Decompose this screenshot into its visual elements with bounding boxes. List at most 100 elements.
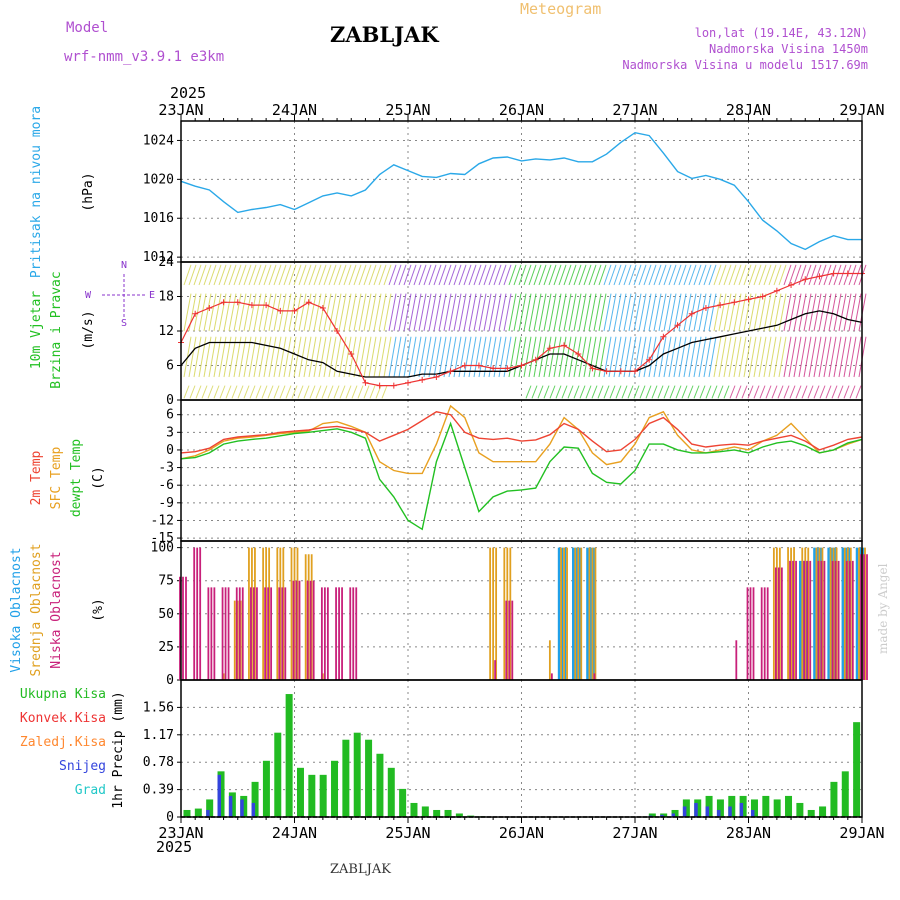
wind-barb [838,293,847,332]
gust-marker [504,365,511,372]
x-tick-label-top: 23JAN [158,101,203,119]
wind-barb [231,385,238,399]
wind-barb [413,293,422,332]
wind-barb [403,336,412,378]
wind-barb [443,336,452,378]
wind-barb [855,385,862,399]
wind-barb [328,293,337,332]
wind-barb [338,293,347,332]
wind-barb [771,385,778,399]
wind-barb [648,264,657,286]
wind-barb [428,293,437,332]
wind-barb [358,264,367,286]
wind-axis-label: 10m Vjetar [29,291,44,369]
gust-marker [646,356,653,363]
wind-barb [353,293,362,332]
wind-barb [748,293,757,332]
wind-barb [698,336,707,378]
dewpoint-label: dewpt Temp [69,439,84,517]
wind-barb [528,264,537,286]
wind-axis-label-2: Brzina i Pravac [49,271,64,388]
wind-barb [473,336,482,378]
wind-barb [848,336,857,378]
2m-temp-line [180,411,863,454]
wind-barb [358,293,367,332]
wind-barb [713,336,722,378]
wind-barb [268,336,277,378]
wind-barb [763,336,772,378]
wind-barb [508,293,517,332]
snow-bar [240,799,244,817]
wind-barb [203,293,212,332]
wind-barb [729,385,736,399]
wind-barb [228,293,237,332]
wind-barb [279,385,286,399]
wind-barb [188,264,197,286]
wind-barb [778,293,787,332]
wind-barb [723,336,732,378]
gust-marker [461,362,468,369]
gust-marker [617,368,624,375]
precip-bar [773,799,781,817]
wind-barb [255,385,262,399]
wind-barb [638,293,647,332]
wind-barb [588,264,597,286]
wind-barb [588,293,597,332]
wind-barb [681,385,688,399]
wind-barb [423,264,432,286]
wind-barb [207,385,214,399]
wind-barb [428,336,437,378]
wind-barb [398,264,407,286]
wind-barb [408,264,417,286]
wind-barb [518,264,527,286]
elevation: Nadmorska Visina 1450m [709,42,868,56]
compass-east: E [149,290,155,301]
x-tick-label-top: 28JAN [726,101,771,119]
wind-barb [538,293,547,332]
wind-barb [195,385,202,399]
wind-barb [283,336,292,378]
wind-barb [468,293,477,332]
wind-barb [233,264,242,286]
precip-legend-item: Konvek.Kisa [20,711,106,726]
wind-barb [189,385,196,399]
wind-barb [618,293,627,332]
snow-bar [217,774,222,817]
wind-barb [593,336,602,378]
wind-barb [333,264,342,286]
wind-barb [333,385,340,399]
gust-marker [759,293,766,300]
wind-barb [413,264,422,286]
wind-barb [623,293,632,332]
wind-barb [765,385,772,399]
wind-barb [628,336,637,378]
gust-marker [291,307,298,314]
wind-barb [363,336,372,378]
wind-barb [213,264,222,286]
y-tick-label: 25 [158,640,174,655]
wind-barb [273,264,282,286]
wind-barb [198,293,207,332]
wind-barb [848,264,857,286]
precip-legend-item: Snijeg [59,759,106,774]
wind-barb [568,264,577,286]
precip-legend-item: Grad [75,783,106,798]
wind-barb [343,293,352,332]
wind-barb [728,293,737,332]
wind-barb [273,336,282,378]
wind-barb [368,293,377,332]
wind-barb [833,264,842,286]
gust-marker [277,307,284,314]
gust-marker [405,379,411,386]
wind-barb [243,264,252,286]
wind-barb [528,293,537,332]
gust-marker [575,351,582,357]
wind-barb [223,264,232,286]
wind-barb [458,336,467,378]
wind-barb [703,336,712,378]
precip-bar [285,694,293,817]
wind-barb [718,336,727,378]
gust-marker [490,365,497,372]
wind-barb [298,293,307,332]
year-top: 2025 [170,84,207,102]
